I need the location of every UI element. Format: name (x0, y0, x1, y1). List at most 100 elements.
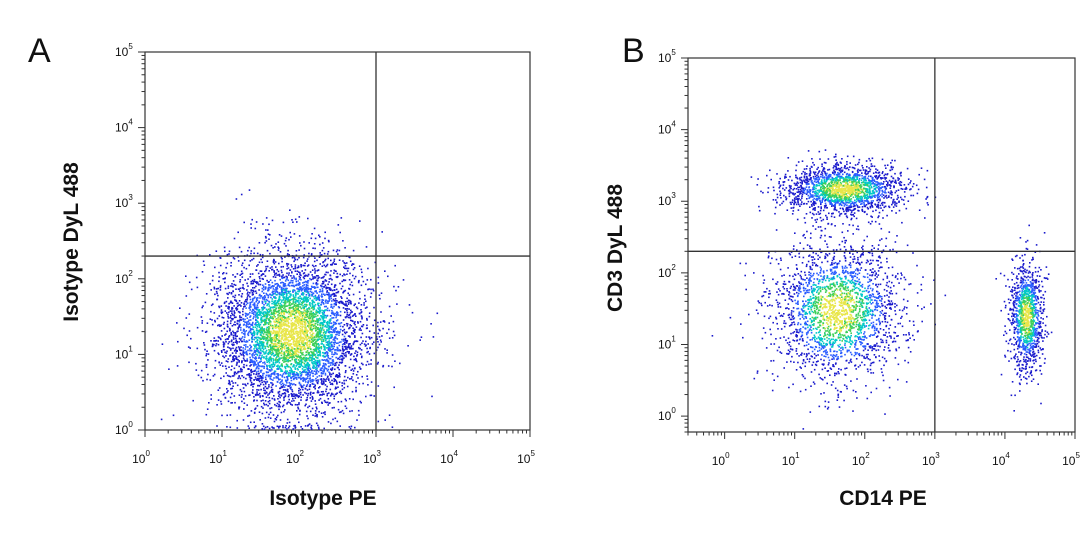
event-dot (314, 277, 317, 279)
event-dot (317, 357, 319, 359)
event-dot (245, 326, 248, 328)
event-dot (222, 323, 225, 325)
event-dot (318, 298, 320, 301)
event-dot (287, 357, 289, 359)
event-dot (305, 311, 307, 313)
event-dot (299, 337, 302, 340)
event-dot (229, 349, 232, 351)
event-dot (271, 326, 274, 329)
event-dot (281, 380, 283, 382)
event-dot (216, 317, 219, 320)
event-dot (283, 334, 286, 336)
event-dot (354, 357, 357, 360)
event-dot (391, 365, 393, 368)
event-dot (238, 246, 241, 249)
event-dot (263, 292, 265, 294)
event-dot (261, 312, 264, 315)
event-dot (290, 303, 293, 305)
event-dot (319, 397, 322, 400)
event-dot (297, 373, 300, 375)
event-dot (278, 295, 281, 297)
event-dot (321, 323, 324, 326)
event-dot (282, 305, 284, 307)
event-dot (310, 307, 313, 309)
event-dot (373, 352, 376, 355)
event-dot (300, 287, 303, 290)
event-dot (333, 337, 336, 339)
event-dot (311, 274, 313, 276)
event-dot (304, 305, 306, 308)
event-dot (327, 250, 330, 253)
event-dot (227, 346, 229, 348)
event-dot (329, 395, 332, 397)
event-dot (306, 332, 308, 335)
event-dot (383, 320, 385, 322)
event-dot (290, 307, 293, 309)
event-dot (250, 368, 253, 371)
event-dot (292, 307, 295, 310)
event-dot (253, 310, 256, 313)
event-dot (275, 290, 278, 293)
event-dot (303, 338, 306, 340)
event-dot (332, 293, 334, 295)
event-dot (266, 322, 268, 324)
event-dot (344, 289, 347, 292)
event-dot (345, 355, 347, 358)
event-dot (231, 380, 233, 382)
event-dot (339, 356, 341, 358)
event-dot (319, 334, 321, 336)
event-dot (325, 302, 327, 304)
event-dot (285, 357, 287, 359)
event-dot (288, 272, 290, 274)
event-dot (336, 420, 339, 423)
event-dot (315, 379, 318, 382)
event-dot (249, 316, 251, 318)
event-dot (325, 280, 328, 282)
event-dot (308, 316, 310, 318)
event-dot (219, 325, 221, 327)
event-dot (238, 311, 241, 313)
event-dot (284, 372, 287, 375)
event-dot (300, 396, 302, 399)
event-dot (262, 362, 264, 364)
event-dot (293, 348, 296, 350)
event-dot (289, 333, 291, 336)
event-dot (288, 425, 291, 427)
event-dot (344, 365, 347, 367)
event-dot (272, 357, 274, 360)
event-dot (272, 339, 275, 342)
event-dot (324, 258, 327, 261)
event-dot (292, 221, 294, 223)
event-dot (300, 333, 302, 335)
event-dot (259, 334, 262, 336)
event-dot (420, 336, 423, 338)
event-dot (267, 311, 269, 314)
event-dot (283, 313, 285, 315)
event-dot (266, 359, 268, 362)
event-dot (250, 338, 253, 340)
event-dot (313, 301, 316, 304)
event-dot (330, 297, 332, 300)
event-dot (315, 283, 317, 285)
event-dot (280, 327, 283, 330)
event-dot (252, 309, 255, 311)
event-dot (238, 341, 240, 343)
event-dot (254, 407, 257, 410)
event-dot (213, 337, 216, 339)
event-dot (264, 331, 266, 333)
event-dot (262, 254, 264, 256)
event-dot (211, 343, 214, 346)
event-dot (300, 311, 302, 313)
event-dot (292, 428, 294, 430)
event-dot (287, 427, 290, 429)
event-dot (247, 291, 249, 294)
event-dot (275, 416, 278, 419)
event-dot (312, 342, 314, 345)
event-dot (338, 375, 340, 377)
event-dot (307, 299, 310, 301)
event-dot (227, 360, 229, 363)
event-dot (311, 264, 314, 267)
event-dot (286, 311, 288, 314)
event-dot (327, 287, 329, 289)
event-dot (364, 345, 367, 347)
